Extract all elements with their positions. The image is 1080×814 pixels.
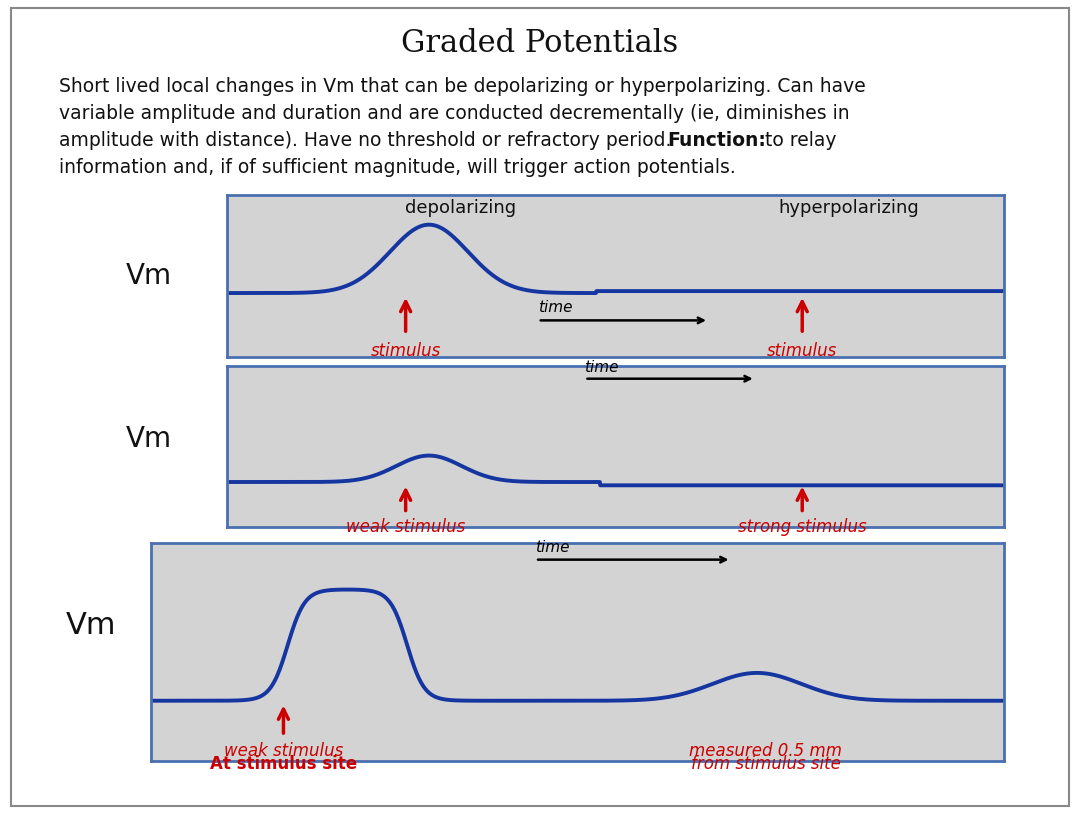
Text: measured 0.5 mm: measured 0.5 mm xyxy=(689,742,842,759)
Text: Function:: Function: xyxy=(667,131,767,150)
Text: weak stimulus: weak stimulus xyxy=(346,519,465,536)
Text: Graded Potentials: Graded Potentials xyxy=(402,28,678,59)
Text: At stimulus site: At stimulus site xyxy=(210,755,357,772)
Text: strong stimulus: strong stimulus xyxy=(738,519,866,536)
Text: time: time xyxy=(536,540,569,555)
Text: from stimulus site: from stimulus site xyxy=(690,755,840,772)
Text: time: time xyxy=(584,361,619,375)
Text: Vm: Vm xyxy=(126,425,172,453)
Text: weak stimulus: weak stimulus xyxy=(224,742,343,759)
Text: Vm: Vm xyxy=(126,262,172,290)
Text: Short lived local changes in Vm that can be depolarizing or hyperpolarizing. Can: Short lived local changes in Vm that can… xyxy=(59,77,866,96)
Text: Vm: Vm xyxy=(66,611,117,641)
Text: stimulus: stimulus xyxy=(767,342,837,360)
Text: information and, if of sufficient magnitude, will trigger action potentials.: information and, if of sufficient magnit… xyxy=(59,158,737,177)
Text: time: time xyxy=(538,300,572,314)
Text: to relay: to relay xyxy=(759,131,837,150)
Text: hyperpolarizing: hyperpolarizing xyxy=(779,199,919,217)
Text: stimulus: stimulus xyxy=(370,342,441,360)
Text: variable amplitude and duration and are conducted decrementally (ie, diminishes : variable amplitude and duration and are … xyxy=(59,104,850,123)
Text: depolarizing: depolarizing xyxy=(405,199,515,217)
Text: amplitude with distance). Have no threshold or refractory period.: amplitude with distance). Have no thresh… xyxy=(59,131,678,150)
